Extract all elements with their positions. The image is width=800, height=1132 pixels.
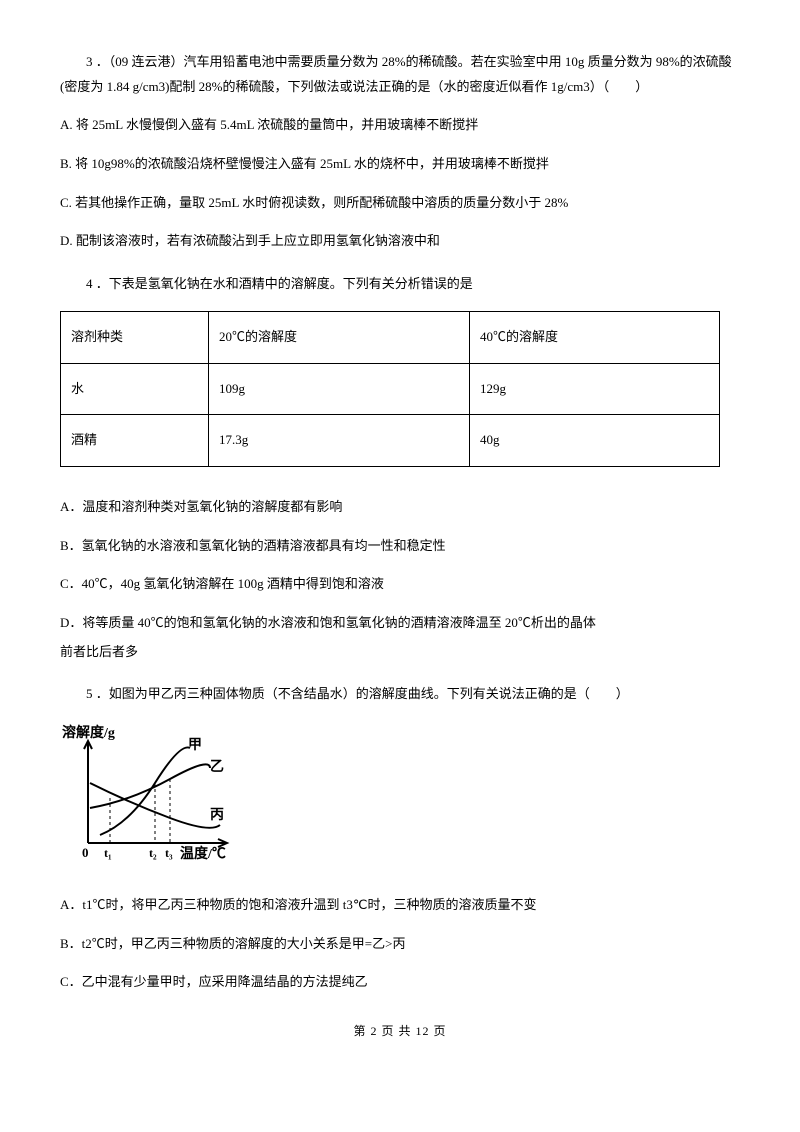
table-header: 40℃的溶解度 <box>470 311 720 363</box>
q5-graph: 溶解度/g 甲 乙 丙 <box>60 723 740 873</box>
q4-stem: 4 ．下表是氢氧化钠在水和酒精中的溶解度。下列有关分析错误的是 <box>60 272 740 297</box>
q4-option-b: B．氢氧化钠的水溶液和氢氧化钠的酒精溶液都具有均一性和稳定性 <box>60 534 740 559</box>
graph-ylabel: 溶解度/g <box>62 724 115 741</box>
q3-option-b: B. 将 10g98%的浓硫酸沿烧杯壁慢慢注入盛有 25mL 水的烧杯中，并用玻… <box>60 152 740 177</box>
q4-table: 溶剂种类 20℃的溶解度 40℃的溶解度 水 109g 129g 酒精 17.3… <box>60 311 720 467</box>
table-cell: 17.3g <box>209 415 470 467</box>
table-header: 20℃的溶解度 <box>209 311 470 363</box>
table-cell: 酒精 <box>61 415 209 467</box>
q4-option-c: C．40℃，40g 氢氧化钠溶解在 100g 酒精中得到饱和溶液 <box>60 572 740 597</box>
graph-label-jia: 甲 <box>188 737 202 753</box>
q5-option-c: C．乙中混有少量甲时，应采用降温结晶的方法提纯乙 <box>60 970 740 995</box>
q5-stem: 5 ．如图为甲乙丙三种固体物质（不含结晶水）的溶解度曲线。下列有关说法正确的是（… <box>60 682 740 707</box>
q3-stem: 3 ．（09 连云港）汽车用铅蓄电池中需要质量分数为 28%的稀硫酸。若在实验室… <box>60 50 740 99</box>
graph-origin: 0 <box>82 845 89 860</box>
table-cell: 水 <box>61 363 209 415</box>
table-cell: 129g <box>470 363 720 415</box>
graph-label-yi: 乙 <box>210 759 224 775</box>
table-cell: 40g <box>470 415 720 467</box>
graph-t2: t₂ <box>149 846 157 860</box>
q4-option-d-line1: D．将等质量 40℃的饱和氢氧化钠的水溶液和饱和氢氧化钠的酒精溶液降温至 20℃… <box>60 611 740 636</box>
q5-option-b: B．t2℃时，甲乙丙三种物质的溶解度的大小关系是甲=乙>丙 <box>60 932 740 957</box>
q4-option-d-line2: 前者比后者多 <box>60 640 740 665</box>
q3-option-a: A. 将 25mL 水慢慢倒入盛有 5.4mL 浓硫酸的量筒中，并用玻璃棒不断搅… <box>60 113 740 138</box>
q5-option-a: A．t1℃时，将甲乙丙三种物质的饱和溶液升温到 t3℃时，三种物质的溶液质量不变 <box>60 893 740 918</box>
q3-option-d: D. 配制该溶液时，若有浓硫酸沾到手上应立即用氢氧化钠溶液中和 <box>60 229 740 254</box>
page-footer: 第 2 页 共 12 页 <box>60 1020 740 1043</box>
graph-label-bing: 丙 <box>210 807 224 823</box>
graph-t3: t₃ <box>165 846 173 860</box>
graph-t1: t₁ <box>104 846 112 860</box>
table-cell: 109g <box>209 363 470 415</box>
q4-option-a: A．温度和溶剂种类对氢氧化钠的溶解度都有影响 <box>60 495 740 520</box>
table-header: 溶剂种类 <box>61 311 209 363</box>
q3-option-c: C. 若其他操作正确，量取 25mL 水时俯视读数，则所配稀硫酸中溶质的质量分数… <box>60 191 740 216</box>
graph-xlabel: 温度/℃ <box>180 845 226 862</box>
